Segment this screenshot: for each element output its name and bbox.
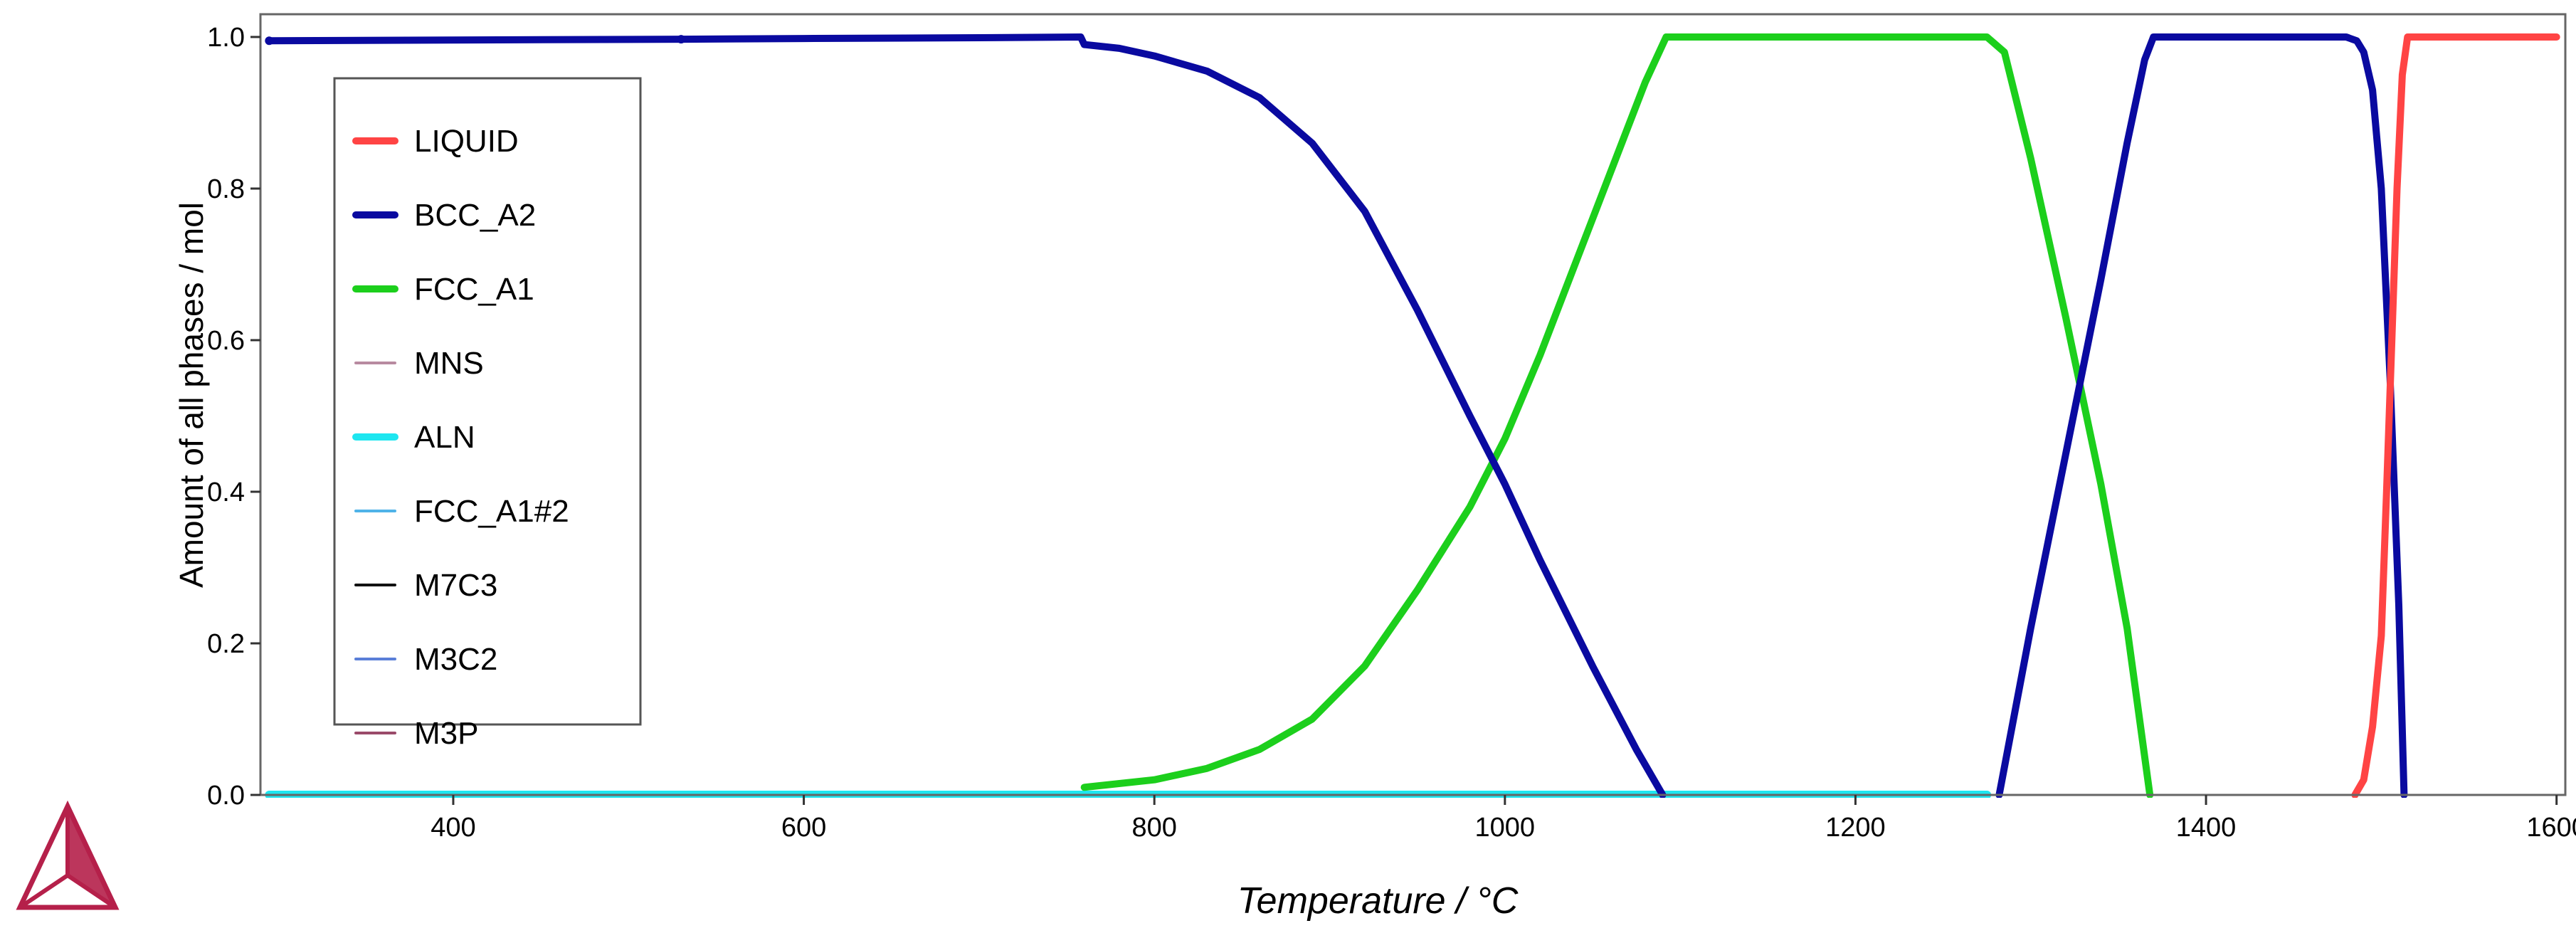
x-axis-title: Temperature / °C xyxy=(1237,880,1519,922)
bcc-marker xyxy=(677,35,686,44)
bcc-marker xyxy=(265,36,274,46)
y-tick-label: 0.6 xyxy=(207,326,245,356)
series-line-liquid xyxy=(2351,33,2560,798)
y-tick-label: 1.0 xyxy=(207,23,245,53)
legend: LIQUID BCC_A2 FCC_A1 MNS ALN FCC_A1#2 M7C3 M3C2… xyxy=(333,77,642,751)
logo-edge xyxy=(66,873,117,910)
x-tick-label: 800 xyxy=(1131,813,1176,843)
y-tick-label: 0.8 xyxy=(207,174,245,204)
legend-label: M3P xyxy=(414,716,478,751)
logo-edge xyxy=(19,873,69,910)
legend-label: FCC_A1 xyxy=(414,272,534,307)
series-line-fcc-a1 xyxy=(1080,33,2154,798)
legend-label: FCC_A1#2 xyxy=(414,494,569,529)
x-tick-label: 600 xyxy=(781,813,826,843)
legend-label: LIQUID xyxy=(414,124,519,159)
legend-label: BCC_A2 xyxy=(414,198,536,233)
legend-label: MNS xyxy=(414,346,484,381)
series-line-bcc-a2 xyxy=(265,33,1667,798)
y-tick-label: 0.4 xyxy=(207,478,245,507)
legend-label: M3C2 xyxy=(414,642,497,677)
legend-box xyxy=(333,77,642,726)
thermo-calc-logo-icon xyxy=(16,800,120,910)
y-tick-label: 0.0 xyxy=(207,781,245,811)
x-tick-label: 1000 xyxy=(1475,813,1536,843)
legend-label: ALN xyxy=(414,420,475,455)
x-tick-label: 1400 xyxy=(2176,813,2237,843)
series-line-bcc-a2 xyxy=(1995,33,2408,798)
y-tick-label: 0.2 xyxy=(207,629,245,659)
plot-frame xyxy=(259,13,2567,796)
x-tick-label: 1200 xyxy=(1825,813,1886,843)
y-axis-title: Amount of all phases / mol xyxy=(173,202,210,588)
x-tick-label: 400 xyxy=(431,813,475,843)
legend-label: M7C3 xyxy=(414,568,497,603)
